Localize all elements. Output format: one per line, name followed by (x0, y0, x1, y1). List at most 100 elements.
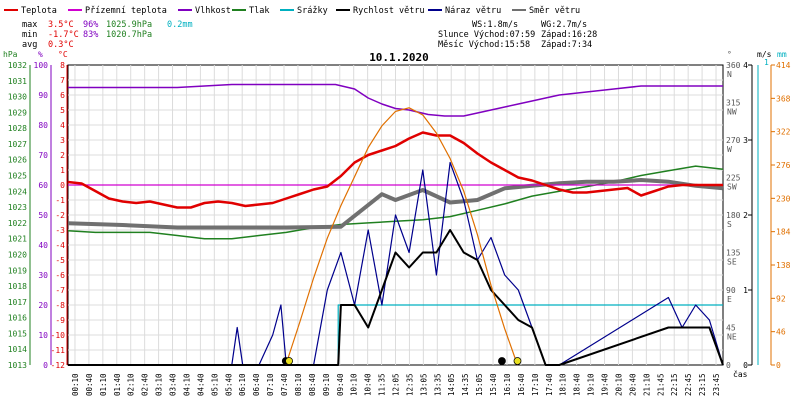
time-tick-label: 05:40 (224, 373, 233, 396)
stat-max-press: 1025.9hPa (106, 20, 152, 30)
pct-tick-label: 90 (38, 91, 48, 100)
stat-min-hum: 83% (83, 30, 98, 40)
c-tick-label: -10 (51, 331, 66, 340)
hpa-tick-label: 1032 (8, 61, 27, 70)
deg-tick-label: 360 (726, 61, 741, 70)
time-tick-label: 15:40 (489, 373, 498, 396)
c-tick-label: -9 (55, 316, 65, 325)
deg-tick-label: 0 (726, 361, 731, 370)
time-tick-label: 08:10 (294, 373, 303, 396)
legend-label-3: Tlak (249, 6, 269, 16)
deg-tick-label: 225 (726, 174, 741, 183)
c-tick-label: 4 (60, 121, 65, 130)
pct-tick-label: 30 (38, 271, 48, 280)
ms-tick-label: 2 (743, 211, 748, 220)
legend-label-4: Srážky (297, 6, 328, 16)
hpa-tick-label: 1029 (8, 108, 27, 117)
time-tick-label: 15:05 (475, 373, 484, 396)
time-tick-label: 01:10 (99, 373, 108, 396)
info-moon-set: Západ:7:34 (541, 40, 592, 50)
dir-label: N (727, 70, 732, 79)
hpa-tick-label: 1030 (8, 93, 27, 102)
c-tick-label: 6 (60, 91, 65, 100)
time-tick-label: 14:05 (447, 373, 456, 396)
time-tick-label: 13:35 (433, 373, 442, 396)
dir-label: W (727, 145, 732, 154)
dir-label: NW (727, 108, 737, 117)
chart-title: 10.1.2020 (369, 51, 429, 64)
hpa-tick-label: 1025 (8, 172, 27, 181)
info-moon: Měsíc Východ:15:58 (438, 40, 530, 50)
c-tick-label: -11 (51, 346, 66, 355)
pct-tick-label: 100 (34, 61, 49, 70)
time-tick-label: 07:10 (266, 373, 275, 396)
legend-label-6: Náraz větru (445, 6, 501, 16)
time-axis-label: čas (733, 369, 748, 379)
hpa-tick-label: 1016 (8, 314, 27, 323)
dir-label: S (727, 220, 732, 229)
hpa-tick-label: 1019 (8, 266, 27, 275)
pct-tick-label: 40 (38, 241, 48, 250)
time-tick-label: 22:15 (670, 373, 679, 396)
c-tick-label: -5 (55, 256, 65, 265)
deg-tick-label: 45 (726, 324, 736, 333)
deg-tick-label: 180 (726, 211, 741, 220)
stat-min-temp: -1.7°C (48, 30, 79, 40)
time-tick-label: 21:10 (642, 373, 651, 396)
mm-top-tick: 1 (764, 58, 769, 67)
hpa-tick-label: 1028 (8, 124, 27, 133)
hpa-tick-label: 1014 (8, 345, 27, 354)
hpa-tick-label: 1013 (8, 361, 27, 370)
time-tick-label: 18:40 (573, 373, 582, 396)
time-tick-label: 06:10 (238, 373, 247, 396)
pct-unit: % (38, 50, 43, 59)
time-tick-label: 10:40 (364, 373, 373, 396)
info-sun: Slunce Východ:07:59 (438, 30, 535, 40)
c-tick-label: -6 (55, 271, 65, 280)
legend-label-7: Směr větru (529, 6, 580, 16)
deg-tick-label: 315 (726, 99, 741, 108)
time-tick-label: 00:10 (71, 373, 80, 396)
hpa-tick-label: 1024 (8, 187, 27, 196)
stat-max-hum: 96% (83, 20, 98, 30)
time-tick-label: 19:40 (601, 373, 610, 396)
c-tick-label: -3 (55, 226, 65, 235)
c-tick-label: 2 (60, 151, 65, 160)
time-tick-label: 01:40 (113, 373, 122, 396)
c-tick-label: -12 (51, 361, 66, 370)
lux-tick-label: 46 (776, 328, 786, 337)
time-axis: 00:10 00:40 01:10 01:40 02:10 02:40 03:10 03:40… (71, 373, 721, 396)
time-tick-label: 07:40 (280, 373, 289, 396)
stat-avg-label: avg (22, 40, 37, 50)
c-tick-label: 8 (60, 61, 65, 70)
lux-tick-label: 368 (776, 94, 791, 103)
time-tick-label: 21:45 (656, 373, 665, 396)
time-tick-label: 09:40 (336, 373, 345, 396)
stats-block: max 3.5°C 96% 1025.9hPa 0.2mm min -1.7°C… (22, 20, 193, 50)
dir-label: SE (727, 258, 737, 267)
time-tick-label: 12:35 (405, 373, 414, 396)
pct-tick-label: 10 (38, 331, 48, 340)
hpa-tick-label: 1017 (8, 298, 27, 307)
time-tick-label: 12:05 (392, 373, 401, 396)
series-rychlost-větru (68, 229, 724, 366)
c-tick-label: 5 (60, 106, 65, 115)
time-tick-label: 17:40 (545, 373, 554, 396)
c-tick-label: -4 (55, 241, 65, 250)
c-tick-label: -7 (55, 286, 65, 295)
c-tick-label: -2 (55, 211, 65, 220)
hpa-tick-label: 1022 (8, 219, 27, 228)
mm-unit: mm (777, 50, 787, 59)
deg-unit: ° (727, 50, 732, 59)
hpa-unit: hPa (3, 50, 18, 59)
time-tick-label: 23:15 (698, 373, 707, 396)
time-tick-label: 09:10 (322, 373, 331, 396)
hpa-tick-label: 1027 (8, 140, 27, 149)
pct-tick-label: 50 (38, 211, 48, 220)
c-tick-label: 0 (60, 181, 65, 190)
lux-tick-label: 92 (776, 294, 786, 303)
series-teplota (67, 131, 723, 209)
hpa-tick-label: 1023 (8, 203, 27, 212)
stat-min-label: min (22, 30, 37, 40)
lux-tick-label: 230 (776, 194, 791, 203)
